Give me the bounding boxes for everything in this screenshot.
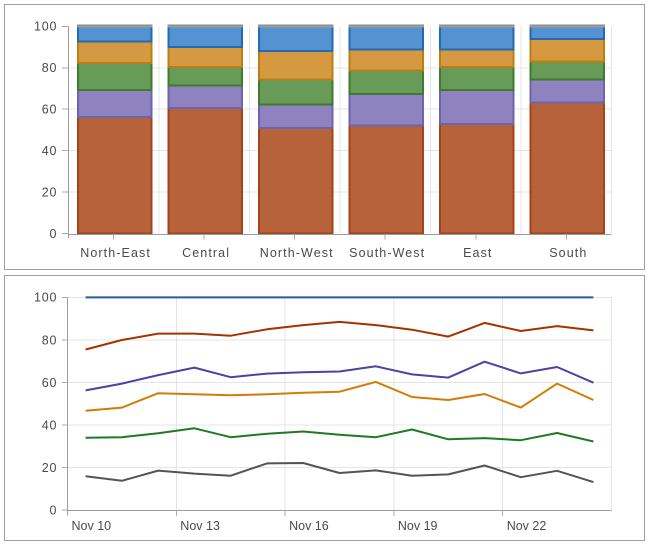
svg-text:South: South [549,246,587,260]
svg-text:60: 60 [42,103,58,117]
svg-text:0: 0 [50,227,58,241]
svg-text:Central: Central [182,246,230,260]
svg-text:60: 60 [42,376,58,390]
svg-text:100: 100 [34,291,57,305]
svg-text:100: 100 [34,20,57,34]
svg-text:40: 40 [42,418,58,432]
svg-text:North-West: North-West [260,246,334,260]
svg-text:South-West: South-West [349,246,425,260]
svg-text:20: 20 [42,461,58,475]
svg-text:Nov 19: Nov 19 [398,519,438,533]
svg-text:East: East [463,246,492,260]
svg-text:40: 40 [42,144,58,158]
svg-text:Nov 22: Nov 22 [507,519,547,533]
svg-text:Nov 16: Nov 16 [289,519,329,533]
svg-text:80: 80 [42,333,58,347]
svg-text:80: 80 [42,61,58,75]
svg-text:Nov 10: Nov 10 [72,519,112,533]
svg-text:20: 20 [42,185,58,199]
svg-text:0: 0 [50,504,58,518]
svg-text:North-East: North-East [80,246,151,260]
svg-text:Nov 13: Nov 13 [180,519,220,533]
